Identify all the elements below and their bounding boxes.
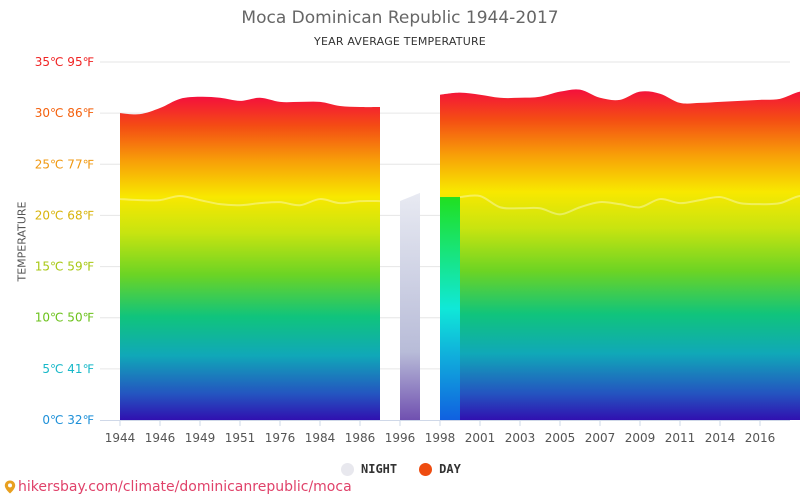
x-tick-label: 2011 <box>665 431 696 445</box>
source-url: hikersbay.com/climate/dominicanrepublic/… <box>18 479 352 495</box>
y-tick-label: 35℃ 95℉ <box>35 55 94 69</box>
x-tick-label: 2001 <box>465 431 496 445</box>
x-tick-label: 1949 <box>185 431 216 445</box>
area-series <box>119 89 800 420</box>
x-tick-label: 1998 <box>425 431 456 445</box>
axes: 0℃ 32℉ 5℃ 41℉ 10℃ 50℉ 15℃ 59℉ 20℃ 68℉ 25℃ 77℉… <box>35 55 790 445</box>
x-tick-label: 2005 <box>545 431 576 445</box>
x-tick-label: 1951 <box>225 431 256 445</box>
x-tick-label: 1944 <box>105 431 136 445</box>
y-tick-label: 20℃ 68℉ <box>35 208 94 222</box>
night-line-segment-0 <box>119 194 381 207</box>
y-tick-label: 15℃ 59℉ <box>35 260 94 274</box>
source-link[interactable]: hikersbay.com/climate/dominicanrepublic/… <box>4 479 352 495</box>
legend-night[interactable]: NIGHT <box>341 462 397 476</box>
y-tick-label: 10℃ 50℉ <box>35 311 94 325</box>
x-tick-label: 2009 <box>625 431 656 445</box>
legend: NIGHT DAY <box>341 462 461 476</box>
day-dot-icon <box>419 462 433 476</box>
y-tick-label: 0℃ 32℉ <box>42 413 94 427</box>
night-line-segment-2 <box>459 194 800 216</box>
x-tick-label: 1946 <box>145 431 176 445</box>
legend-night-label: NIGHT <box>361 462 398 476</box>
y-tick-label: 5℃ 41℉ <box>42 362 94 376</box>
x-tick-label: 2007 <box>585 431 616 445</box>
x-tick-label: 2016 <box>745 431 776 445</box>
y-tick-label: 30℃ 86℉ <box>35 106 94 120</box>
night-dot-icon <box>341 462 354 476</box>
day-area-segment-1 <box>400 192 420 420</box>
legend-day-label: DAY <box>439 462 461 476</box>
chart-title: Moca Dominican Republic 1944-2017 <box>241 8 559 28</box>
x-tick-label: 2014 <box>705 431 736 445</box>
y-tick-label: 25℃ 77℉ <box>35 157 94 171</box>
day-area-segment-2 <box>440 89 800 420</box>
x-tick-label: 1976 <box>265 431 296 445</box>
night-gap-strip <box>440 197 460 420</box>
map-pin-icon <box>4 480 16 494</box>
temperature-chart: 0℃ 32℉ 5℃ 41℉ 10℃ 50℉ 15℃ 59℉ 20℃ 68℉ 25℃ 77℉… <box>35 55 800 445</box>
x-tick-label: 2003 <box>505 431 536 445</box>
x-tick-label: 1996 <box>385 431 416 445</box>
chart-subtitle: YEAR AVERAGE TEMPERATURE <box>314 35 486 48</box>
x-tick-label: 1986 <box>345 431 376 445</box>
x-tick-label: 1984 <box>305 431 336 445</box>
day-area-segment-0 <box>120 96 380 420</box>
legend-day[interactable]: DAY <box>419 462 461 476</box>
